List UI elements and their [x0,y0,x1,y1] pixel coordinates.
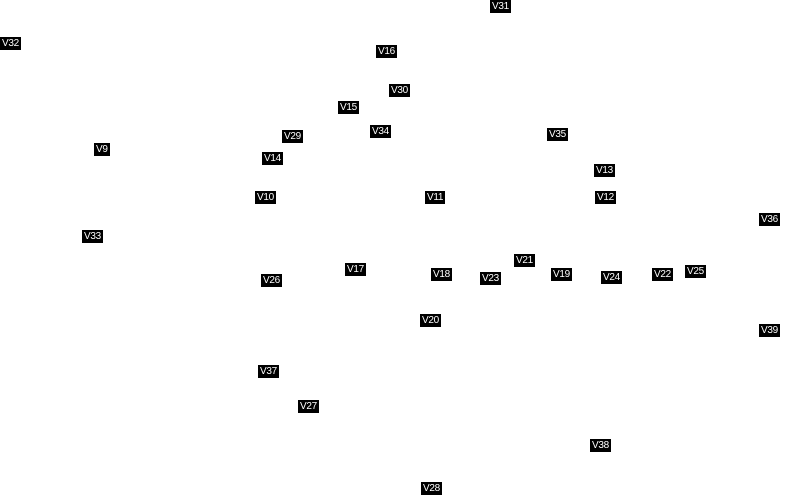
node-label-v35: V35 [547,128,568,141]
node-label-v28: V28 [421,482,442,495]
node-label-v33: V33 [82,230,103,243]
node-label-v30: V30 [389,84,410,97]
node-label-v37: V37 [258,365,279,378]
node-label-v38: V38 [590,439,611,452]
node-label-v39: V39 [759,324,780,337]
node-label-v13: V13 [594,164,615,177]
node-label-v14: V14 [262,152,283,165]
node-label-v25: V25 [685,265,706,278]
node-label-v29: V29 [282,130,303,143]
node-label-v31: V31 [490,0,511,13]
node-label-v22: V22 [652,268,673,281]
node-label-v23: V23 [480,272,501,285]
node-label-v15: V15 [338,101,359,114]
node-label-v26: V26 [261,274,282,287]
node-label-v19: V19 [551,268,572,281]
node-label-v21: V21 [514,254,535,267]
node-label-v18: V18 [431,268,452,281]
node-label-v17: V17 [345,263,366,276]
node-label-v16: V16 [376,45,397,58]
node-label-v32: V32 [0,37,21,50]
node-label-v20: V20 [420,314,441,327]
node-label-v24: V24 [601,271,622,284]
node-label-v10: V10 [255,191,276,204]
node-label-v34: V34 [370,125,391,138]
node-label-v11: V11 [425,191,446,204]
node-label-v36: V36 [759,213,780,226]
node-label-v9: V9 [94,143,110,156]
node-label-v12: V12 [595,191,616,204]
node-label-v27: V27 [298,400,319,413]
